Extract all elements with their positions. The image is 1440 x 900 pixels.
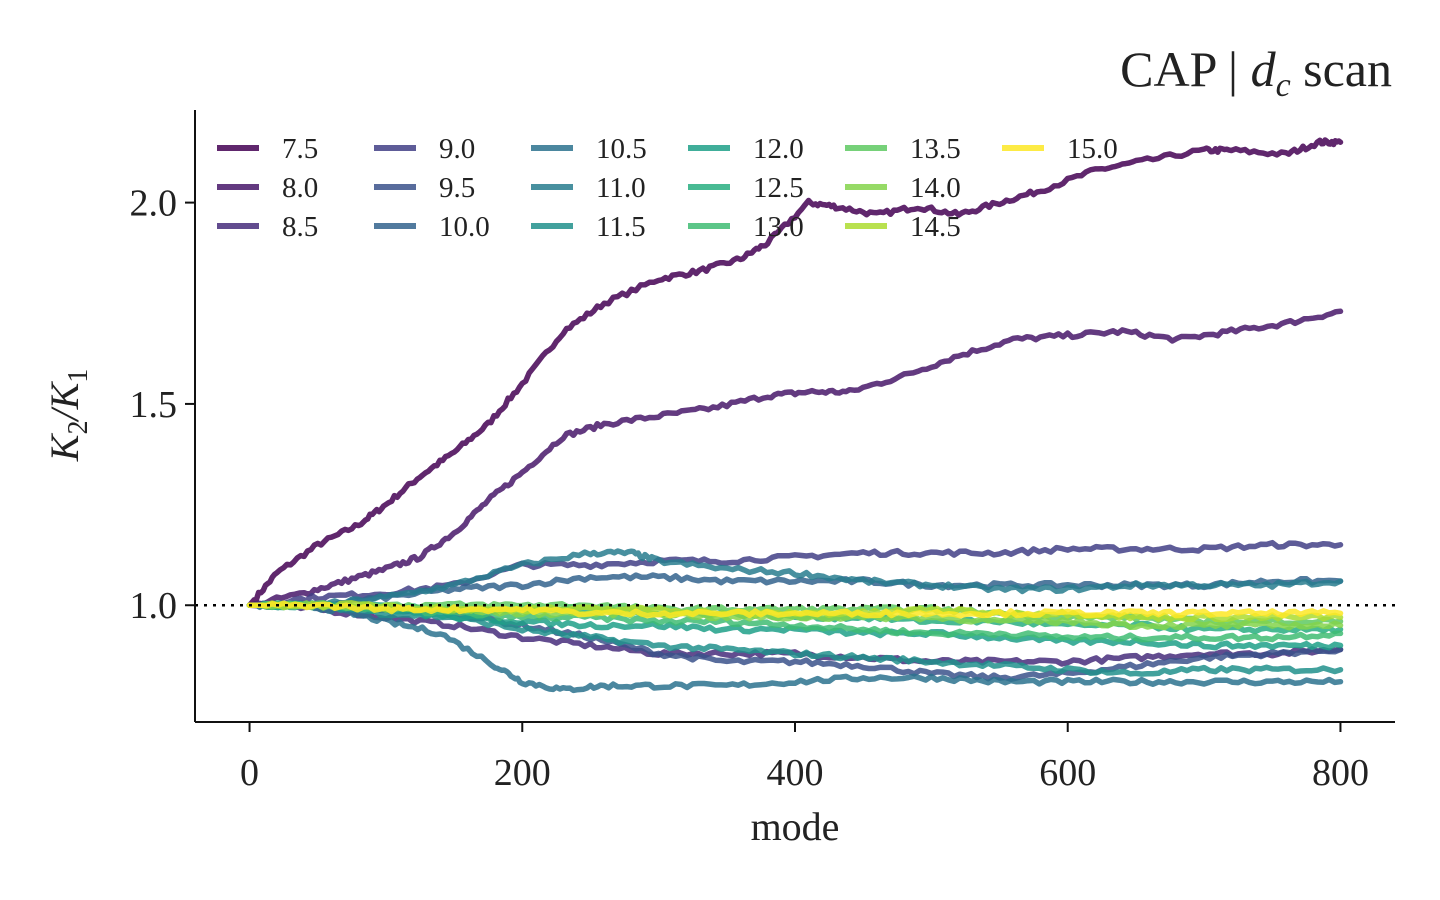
legend-label: 8.0: [282, 172, 318, 204]
series-line-11-0: [246, 548, 1344, 610]
x-axis-label: mode: [751, 804, 840, 849]
x-tick-label: 600: [1039, 752, 1096, 794]
series-line-8-0: [246, 308, 1344, 608]
x-tick-label: 400: [767, 752, 824, 794]
legend-label: 14.5: [910, 211, 961, 243]
legend: 7.5 8.0 8.5 9.0 9.5 10.0 10.5 11.0 11.5 12.0 12.5 1…: [217, 133, 1118, 243]
legend-label: 12.5: [753, 172, 804, 204]
legend-label: 9.0: [439, 133, 475, 165]
legend-label: 9.5: [439, 172, 475, 204]
y-tick-label: 2.0: [130, 183, 178, 225]
legend-label: 13.0: [753, 211, 804, 243]
legend-label: 8.5: [282, 211, 318, 243]
series-line-15-0: [246, 600, 1344, 619]
legend-label: 10.0: [439, 211, 490, 243]
x-tick-label: 200: [494, 752, 551, 794]
y-tick-label: 1.5: [130, 384, 178, 426]
series-line-8-5: [246, 602, 1344, 667]
y-axis-label: K2/K1: [42, 369, 94, 462]
series-line-10-5: [246, 600, 1344, 694]
legend-label: 11.5: [596, 211, 646, 243]
legend-label: 10.5: [596, 133, 647, 165]
series-layer: [246, 137, 1344, 694]
axes-layer: 0 200 400 600 800 1.0 1.5 2.0: [130, 110, 1395, 794]
chart-title: CAP | dc scan: [1120, 41, 1392, 104]
x-tick-label: 0: [240, 752, 259, 794]
legend-label: 13.5: [910, 133, 961, 165]
x-tick-label: 800: [1312, 752, 1369, 794]
legend-label: 14.0: [910, 172, 961, 204]
legend-label: 7.5: [282, 133, 318, 165]
series-line-7-5: [246, 137, 1344, 608]
legend-label: 12.0: [753, 133, 804, 165]
y-tick-label: 1.0: [130, 585, 178, 627]
legend-label: 11.0: [596, 172, 646, 204]
legend-label: 15.0: [1067, 133, 1118, 165]
